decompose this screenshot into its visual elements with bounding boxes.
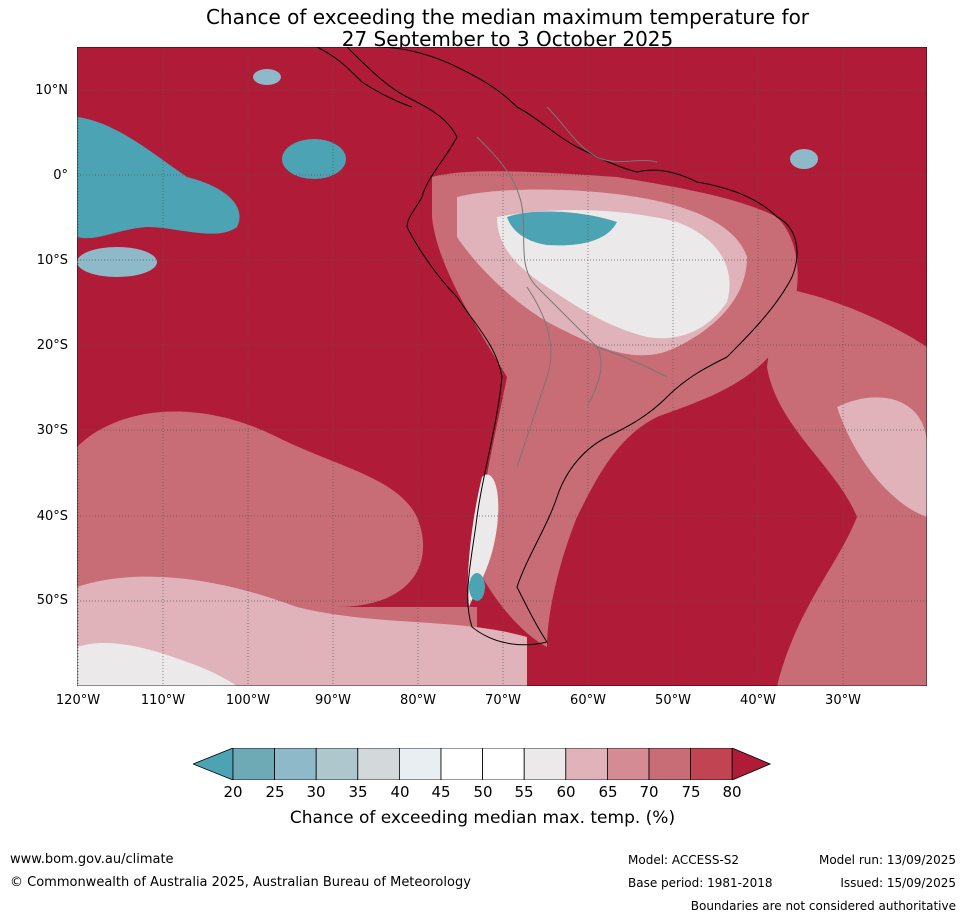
lat-tick-0: 0° — [53, 168, 68, 183]
colorbar-cells — [193, 748, 772, 780]
pacific-light-patch-2 — [77, 247, 157, 277]
colorbar-cell — [357, 748, 400, 780]
lon-tick-80w: 80°W — [400, 693, 436, 708]
colorbar-tick-60: 60 — [556, 783, 576, 801]
colorbar-cell — [523, 748, 567, 780]
colorbar-label: Chance of exceeding median max. temp. (%… — [289, 808, 676, 828]
colorbar-cell — [565, 748, 608, 780]
colorbar-tick-45: 45 — [431, 783, 451, 801]
map-title-line1: Chance of exceeding the median maximum t… — [205, 5, 810, 29]
footer-model-run: Model run: 13/09/2025 — [818, 853, 956, 867]
colorbar-tick-40: 40 — [390, 783, 410, 801]
map-graticule — [77, 47, 927, 686]
lat-tick-10n: 10°N — [35, 83, 68, 98]
colorbar-arrow-low — [193, 748, 234, 780]
footer-disclaimer: Boundaries are not considered authoritat… — [690, 899, 956, 913]
colorbar-tick-70: 70 — [639, 783, 659, 801]
colorbar-tick-65: 65 — [598, 783, 618, 801]
colorbar-tick-30: 30 — [306, 783, 326, 801]
colorbar-cell — [274, 748, 317, 780]
lat-tick-20s: 20°S — [36, 338, 68, 353]
colorbar-tick-50: 50 — [473, 783, 493, 801]
lat-tick-30s: 30°S — [36, 423, 68, 438]
colorbar-arrow-high — [731, 748, 772, 780]
lon-tick-110w: 110°W — [140, 693, 186, 708]
colorbar-cell — [648, 748, 691, 780]
colorbar-cell — [398, 748, 442, 780]
colorbar-cell — [315, 748, 359, 780]
footer-model: Model: ACCESS-S2 — [628, 853, 740, 867]
colorbar-tick-25: 25 — [265, 783, 285, 801]
colorbar-tick-35: 35 — [348, 783, 368, 801]
colorbar-cell — [482, 748, 525, 780]
lon-tick-70w: 70°W — [485, 693, 521, 708]
colorbar-cell — [690, 748, 733, 780]
probability-map — [77, 47, 927, 686]
lon-tick-40w: 40°W — [740, 693, 776, 708]
footer-base-period: Base period: 1981-2018 — [628, 876, 773, 890]
east-atlantic-light-patch — [837, 397, 927, 517]
central-america-coastline — [316, 47, 413, 108]
colorbar-tick-80: 80 — [722, 783, 742, 801]
colorbar-tick-20: 20 — [223, 783, 243, 801]
atlantic-cool-patch — [790, 149, 818, 169]
footer-issued: Issued: 15/09/2025 — [840, 876, 956, 890]
east-atlantic-mid-region — [767, 287, 927, 686]
southern-ocean-light-region — [77, 576, 527, 686]
southern-ocean-neutral-patch — [77, 642, 237, 686]
colorbar-cell — [606, 748, 650, 780]
country-borders — [476, 106, 668, 468]
colorbar-tick-55: 55 — [514, 783, 534, 801]
map-title-line2: 27 September to 3 October 2025 — [341, 27, 674, 51]
lon-tick-100w: 100°W — [225, 693, 271, 708]
south-america-coastline — [346, 47, 798, 646]
pacific-light-patch — [253, 69, 281, 85]
lat-tick-40s: 40°S — [36, 509, 68, 524]
lat-tick-10s: 10°S — [36, 253, 68, 268]
lon-tick-120w: 120°W — [55, 693, 101, 708]
amazon-cool-region — [507, 211, 617, 246]
lon-tick-50w: 50°W — [655, 693, 691, 708]
footer-url: www.bom.gov.au/climate — [10, 852, 174, 867]
footer-copyright: © Commonwealth of Australia 2025, Austra… — [10, 875, 471, 890]
lat-tick-50s: 50°S — [36, 593, 68, 608]
pacific-cool-region — [77, 117, 240, 239]
lon-tick-60w: 60°W — [570, 693, 606, 708]
colorbar-tick-75: 75 — [681, 783, 701, 801]
patagonia-cool-patch — [469, 573, 485, 601]
lon-tick-30w: 30°W — [825, 693, 861, 708]
colorbar — [193, 748, 772, 780]
colorbar-cell — [232, 748, 275, 780]
lon-tick-90w: 90°W — [315, 693, 351, 708]
colorbar-cell — [440, 748, 483, 780]
pacific-cool-patch — [282, 139, 346, 179]
